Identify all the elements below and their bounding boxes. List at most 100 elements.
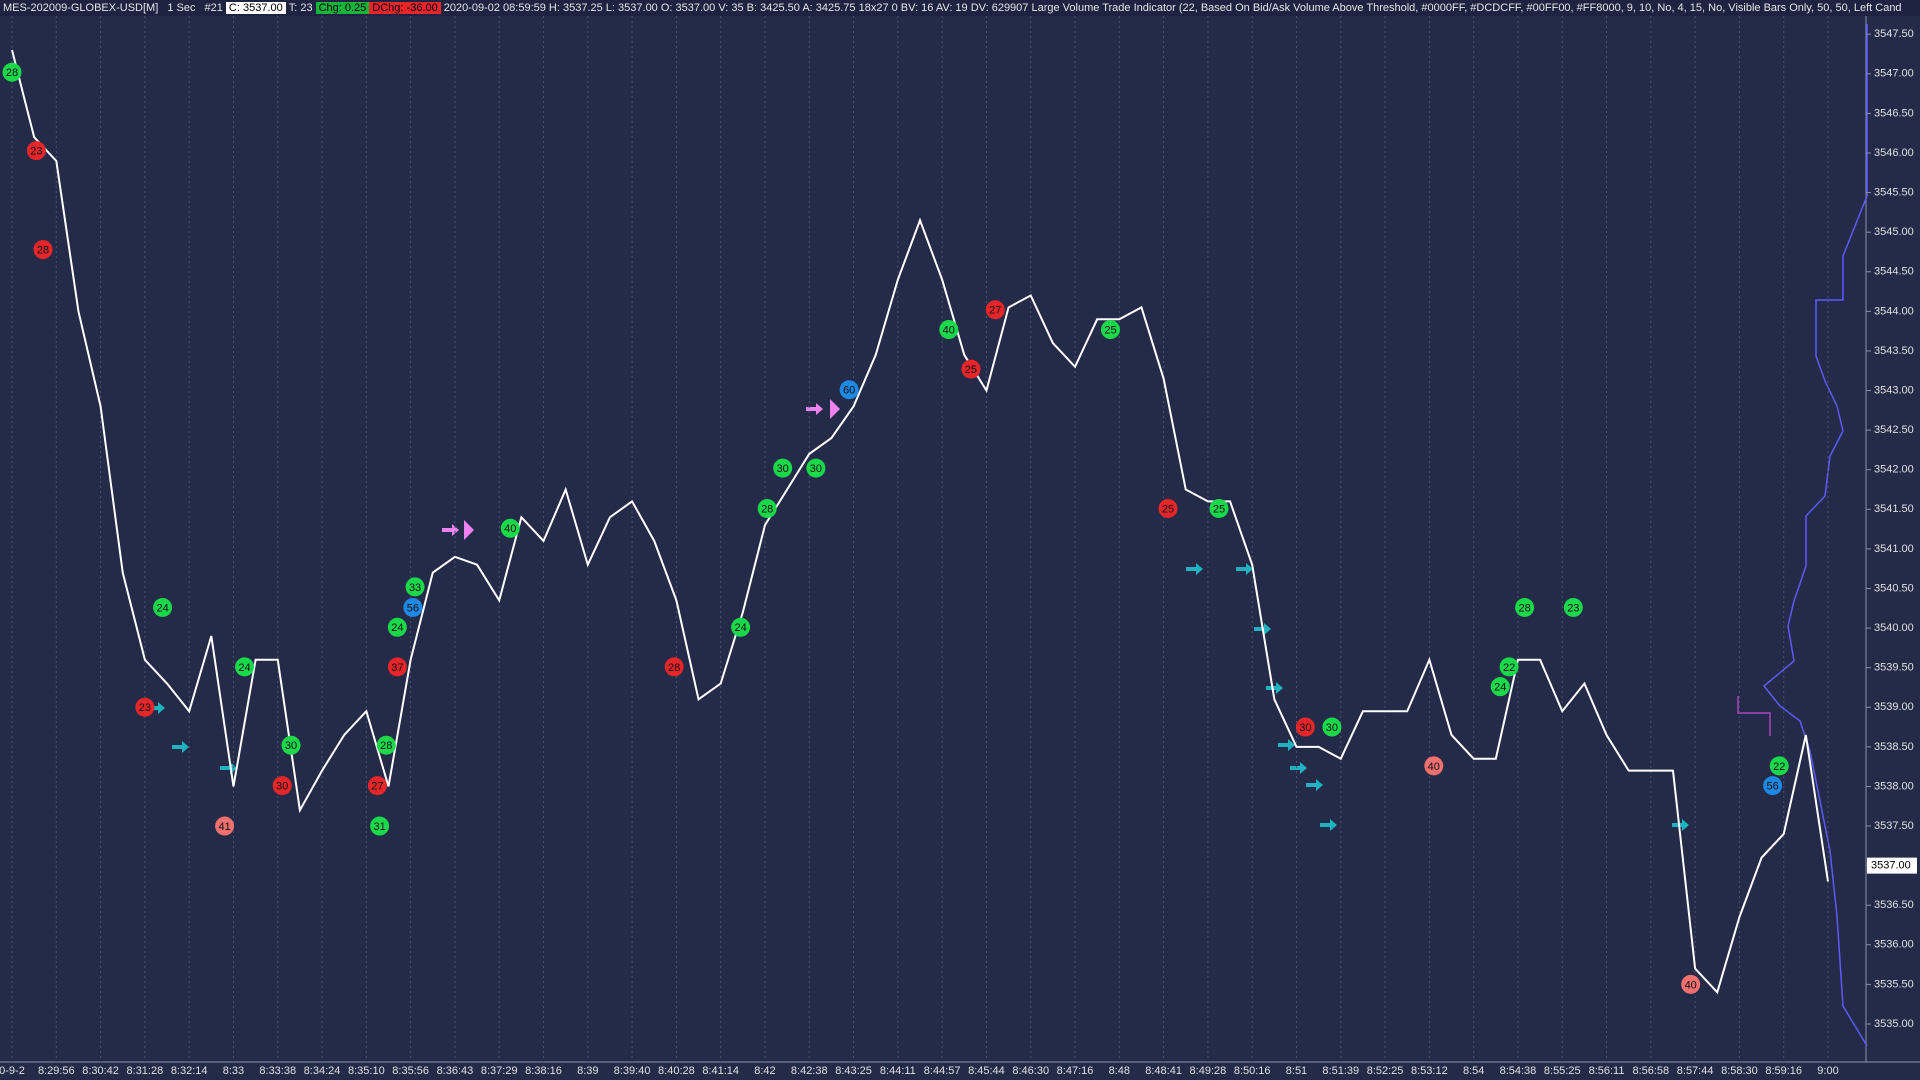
volume-marker: [1681, 974, 1701, 994]
marker-label: 33: [409, 582, 421, 594]
x-tick-label: 8:55:25: [1544, 1065, 1581, 1077]
y-tick-label: 3539.00: [1874, 701, 1914, 713]
marker-label: 25: [1213, 503, 1225, 515]
marker-label: 28: [668, 662, 680, 674]
x-tick-label: 8:32:14: [171, 1065, 208, 1077]
arrow: [1306, 779, 1323, 791]
y-tick-label: 3537.50: [1874, 820, 1914, 832]
y-tick-label: 3539.50: [1874, 662, 1914, 674]
symbol: MES-202009-GLOBEX-USD[M]: [3, 2, 159, 14]
y-tick-label: 3540.50: [1874, 582, 1914, 594]
volume-marker: [387, 657, 407, 677]
y-tick-label: 3544.00: [1874, 305, 1914, 317]
volume-marker: [806, 458, 826, 478]
y-tick-label: 3536.00: [1874, 939, 1914, 951]
x-tick-label: 8:30:42: [82, 1065, 119, 1077]
marker-label: 24: [1494, 682, 1506, 694]
x-tick-label: 8:41:14: [702, 1065, 739, 1077]
last-price-box: [1867, 857, 1917, 874]
x-tick-label: 8:33: [223, 1065, 244, 1077]
x-tick-label: 8:33:38: [259, 1065, 296, 1077]
marker-label: 30: [276, 781, 288, 793]
volume-marker: [367, 776, 387, 796]
volume-marker: [2, 62, 22, 82]
header-bar: MES-202009-GLOBEX-USD[M] 1 Sec #21 C: 353…: [0, 0, 1920, 16]
x-tick-label: 8:51:39: [1322, 1065, 1359, 1077]
y-tick-label: 3541.50: [1874, 503, 1914, 515]
study-info: 2020-09-02 08:59:59 H: 3537.25 L: 3537.0…: [443, 2, 1902, 14]
volume-marker: [757, 499, 777, 519]
marker-label: 24: [156, 602, 168, 614]
marker-label: 28: [6, 67, 18, 79]
x-tick-label: 8:56:58: [1632, 1065, 1669, 1077]
x-tick-label: 8:58:30: [1721, 1065, 1758, 1077]
volume-marker: [1763, 776, 1783, 796]
y-tick-label: 3538.50: [1874, 741, 1914, 753]
marker-label: 30: [810, 463, 822, 475]
x-tick-label: 8:38:16: [525, 1065, 562, 1077]
y-tick-label: 3545.00: [1874, 226, 1914, 238]
x-tick-label: 8:53:12: [1411, 1065, 1448, 1077]
volume-marker: [1424, 756, 1444, 776]
x-tick-label: 8:54:38: [1500, 1065, 1537, 1077]
marker-label: 28: [380, 740, 392, 752]
marker-label: 41: [218, 821, 230, 833]
marker-label: 30: [1299, 722, 1311, 734]
volume-marker: [387, 617, 407, 637]
marker-label: 22: [1773, 761, 1785, 773]
volume-marker: [33, 240, 53, 260]
volume-marker: [839, 380, 859, 400]
volume-profile: [1762, 24, 1868, 1047]
x-tick-label: 8:47:16: [1057, 1065, 1094, 1077]
y-tick-label: 3540.00: [1874, 622, 1914, 634]
volume-marker: [985, 300, 1005, 320]
x-tick-label: 8:48:41: [1145, 1065, 1182, 1077]
x-tick-label: 8:50:16: [1234, 1065, 1271, 1077]
marker-label: 30: [285, 740, 297, 752]
x-tick-label: 8:56:11: [1589, 1065, 1625, 1077]
volume-marker: [1563, 597, 1583, 617]
x-tick-label: 8:39: [577, 1065, 598, 1077]
marker-label: 25: [1104, 324, 1116, 336]
volume-marker: [403, 597, 423, 617]
volume-marker: [664, 657, 684, 677]
x-tick-label: 8:46:30: [1012, 1065, 1049, 1077]
arrow: [1290, 762, 1307, 774]
y-tick-label: 3547.00: [1874, 68, 1914, 80]
marker-label: 37: [391, 662, 403, 674]
arrow: [830, 399, 840, 419]
x-tick-label: 8:29:56: [38, 1065, 75, 1077]
y-tick-label: 3546.00: [1874, 147, 1914, 159]
marker-label: 30: [777, 463, 789, 475]
marker-label: 23: [1567, 602, 1579, 614]
arrow: [172, 741, 189, 753]
x-tick-label: 8:42: [754, 1065, 775, 1077]
y-tick-label: 3546.50: [1874, 107, 1914, 119]
x-tick-label: 8:57:44: [1677, 1065, 1714, 1077]
marker-label: 40: [943, 324, 955, 336]
marker-label: 28: [761, 503, 773, 515]
volume-marker: [153, 597, 173, 617]
volume-marker: [1209, 499, 1229, 519]
marker-label: 23: [30, 146, 42, 158]
arrow: [1266, 682, 1283, 694]
volume-marker: [26, 141, 46, 161]
volume-marker: [939, 320, 959, 340]
marker-label: 25: [965, 364, 977, 376]
volume-marker: [1295, 717, 1315, 737]
volume-marker: [961, 359, 981, 379]
arrow: [464, 520, 474, 540]
y-tick-label: 3536.50: [1874, 899, 1914, 911]
volume-marker: [135, 697, 155, 717]
x-tick-label: 8:44:57: [924, 1065, 961, 1077]
trades: T: 23: [288, 2, 313, 14]
x-tick-label: 8:37:29: [481, 1065, 518, 1077]
volume-marker: [731, 617, 751, 637]
x-tick-label: 8:49:28: [1190, 1065, 1227, 1077]
marker-label: 24: [238, 662, 250, 674]
y-tick-label: 3535.50: [1874, 978, 1914, 990]
x-tick-label: 8:39:40: [614, 1065, 651, 1077]
arrow: [148, 702, 165, 714]
x-tick-label: 8:40:28: [658, 1065, 695, 1077]
chart-number: #21: [204, 2, 223, 14]
